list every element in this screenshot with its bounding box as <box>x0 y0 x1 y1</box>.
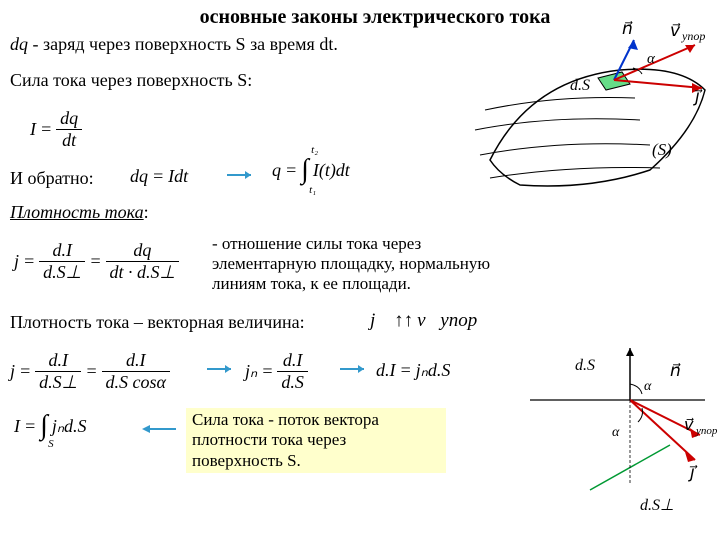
formula-j-expand: j = d.Id.S⊥ = d.Id.S cosα <box>10 350 170 393</box>
svg-text:d.S: d.S <box>575 357 595 374</box>
sym-jn: jₙ <box>245 361 257 382</box>
sym-dI3: d.I <box>102 350 170 372</box>
density-label: Плотность тока <box>10 202 144 222</box>
sym-I: I <box>30 119 36 140</box>
formula-I-dqdt: I = dqdt <box>30 108 82 151</box>
sym-jndS2: jₙd.S <box>52 416 87 437</box>
projection-diagram: d.S n⃗ v⃗ упор j⃗ α α d.S⊥ <box>520 340 720 530</box>
sym-dSperp: d.S⊥ <box>39 262 85 283</box>
int-upper: t₂ <box>311 144 318 156</box>
svg-text:v⃗: v⃗ <box>684 417 694 434</box>
integral-sign2: ∫ <box>40 410 48 441</box>
integral-sign: ∫ <box>301 154 309 185</box>
formula-q-integral: q = t₂ ∫ t₁ I(t)dt <box>272 154 350 186</box>
sym-dSperp2: d.S⊥ <box>35 372 81 393</box>
svg-text:j⃗: j⃗ <box>688 463 698 482</box>
svg-text:упор: упор <box>681 29 705 43</box>
sym-jndS: jₙd.S <box>416 360 451 381</box>
sym-vup: v⃗упор <box>417 310 477 332</box>
sym-Idt: Idt <box>168 166 188 187</box>
svg-text:α: α <box>612 425 620 440</box>
sym-dt: dt <box>56 130 82 151</box>
density-heading: Плотность тока: <box>10 202 149 223</box>
sym-j2: j <box>10 361 15 382</box>
svg-text:α: α <box>644 379 652 394</box>
sym-dtdSperp: dt · d.S⊥ <box>106 262 180 283</box>
arrow-icon <box>338 362 368 376</box>
sym-eq7: = <box>85 361 97 382</box>
sym-dI4: d.I <box>277 350 308 372</box>
svg-text:(S): (S) <box>652 140 672 159</box>
sym-dq: dq <box>56 108 82 130</box>
svg-text:n⃗: n⃗ <box>670 361 681 380</box>
svg-text:упор: упор <box>695 425 718 437</box>
sym-eq3: = <box>285 160 297 181</box>
svg-text:v⃗: v⃗ <box>670 21 681 40</box>
int-S: S <box>48 438 54 450</box>
arrow-left-icon <box>138 422 178 436</box>
sym-dq2: dq <box>130 166 148 187</box>
sym-eq2: = <box>152 166 164 187</box>
sym-dI: d.I <box>39 240 85 262</box>
formula-I-integral: I = ∫ S jₙd.S <box>14 410 87 442</box>
formula-j-def: j = d.Id.S⊥ = dqdt · d.S⊥ <box>14 240 179 283</box>
sym-parallel: ↑↑ <box>394 310 413 332</box>
svg-text:α: α <box>647 51 656 67</box>
sym-eq8: = <box>261 361 273 382</box>
dq-text: - заряд через поверхность S за время dt. <box>28 34 338 54</box>
density-definition: - отношение силы тока через элементарную… <box>212 234 512 294</box>
arrow-icon <box>205 362 235 376</box>
sym-eq9: = <box>400 360 412 381</box>
sym-eq4: = <box>23 251 35 272</box>
sym-eq6: = <box>19 361 31 382</box>
flux-text: Сила тока - поток вектора плотности тока… <box>186 408 446 473</box>
sym-eq10: = <box>24 416 36 437</box>
sym-Itdt: I(t)dt <box>313 160 350 181</box>
svg-text:d.S⊥: d.S⊥ <box>640 497 674 514</box>
surface-diagram: n⃗ v⃗ упор j⃗ α d.S (S) <box>470 20 720 200</box>
current-strength-label: Сила тока через поверхность S: <box>10 70 252 91</box>
arrow-icon <box>225 168 255 182</box>
dq-definition: dq - заряд через поверхность S за время … <box>10 34 338 55</box>
vector-quantity-label: Плотность тока – векторная величина: <box>10 312 305 333</box>
sym-I2: I <box>14 416 20 437</box>
sym-dScos: d.S cosα <box>102 372 170 393</box>
density-colon: : <box>144 202 149 222</box>
formula-j-parallel-v: j⃗ ↑↑ v⃗упор <box>370 310 477 332</box>
svg-text:n⃗: n⃗ <box>622 20 633 38</box>
formula-dq-Idt: dq = Idt <box>130 166 188 187</box>
sym-dI5: d.I <box>376 360 396 381</box>
sym-jvec: j⃗ <box>370 310 390 332</box>
svg-text:d.S: d.S <box>570 77 590 94</box>
dq-symbol: dq <box>10 34 28 54</box>
sym-j: j <box>14 251 19 272</box>
int-lower: t₁ <box>309 184 316 196</box>
formula-jn: jₙ = d.Id.S <box>245 350 308 393</box>
sym-dI2: d.I <box>35 350 81 372</box>
flux-box: Сила тока - поток вектора плотности тока… <box>186 408 446 473</box>
sym-dq3: dq <box>106 240 180 262</box>
sym-eq5: = <box>89 251 101 272</box>
sym-q: q <box>272 160 281 181</box>
sym-eq: = <box>40 119 52 140</box>
and-back-label: И обратно: <box>10 168 94 189</box>
formula-dI-jndS: d.I = jₙd.S <box>376 360 450 381</box>
